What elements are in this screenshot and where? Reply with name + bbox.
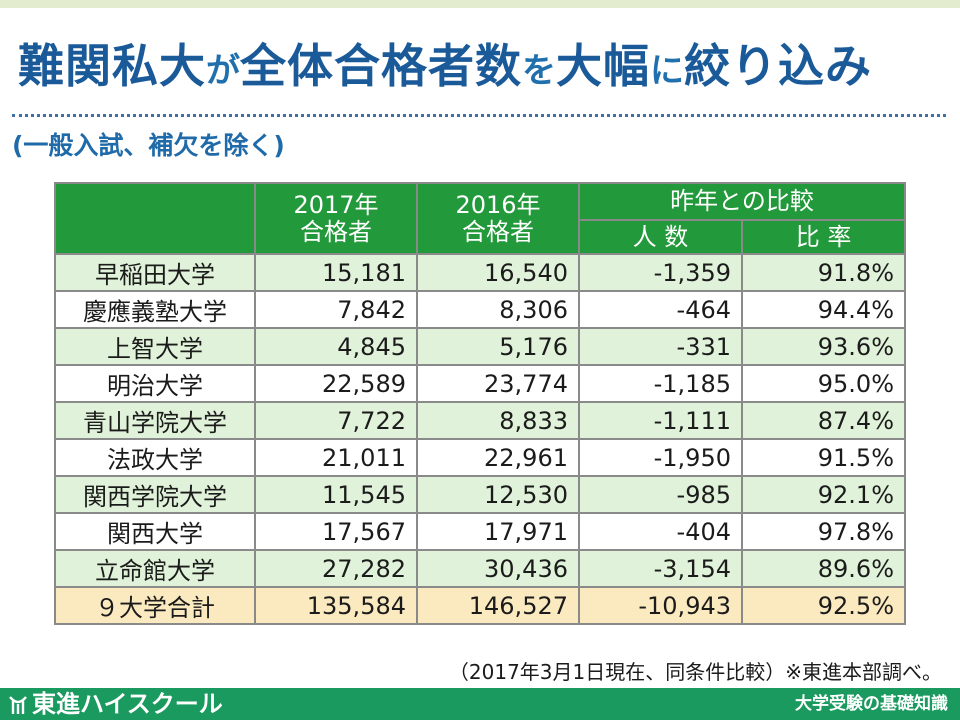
university-name: 早稲田大学 bbox=[54, 253, 256, 292]
title-part: を bbox=[522, 51, 556, 91]
ratio: 91.5% bbox=[740, 438, 907, 477]
diff-count: -985 bbox=[578, 475, 743, 514]
page-title: 難関私大が全体合格者数を大幅に絞り込み bbox=[18, 30, 948, 110]
total-diff: -10,943 bbox=[578, 586, 743, 625]
series-title: 大学受験の基礎知識 bbox=[795, 694, 948, 714]
total-row: ９大学合計 135,584 146,527 -10,943 92.5% bbox=[54, 586, 907, 625]
university-name: 関西学院大学 bbox=[54, 475, 256, 514]
total-label: ９大学合計 bbox=[54, 586, 256, 625]
footer-bar: 東進ハイスクール 大学受験の基礎知識 bbox=[0, 688, 960, 720]
passers-2017: 7,722 bbox=[254, 401, 418, 440]
passers-2016: 23,774 bbox=[416, 364, 580, 403]
header-blank bbox=[54, 182, 256, 255]
table-row: 立命館大学 27,282 30,436 -3,154 89.6% bbox=[54, 549, 907, 588]
diff-count: -1,950 bbox=[578, 438, 743, 477]
diff-count: -1,111 bbox=[578, 401, 743, 440]
university-name: 青山学院大学 bbox=[54, 401, 256, 440]
passers-2016: 8,833 bbox=[416, 401, 580, 440]
table-row: 関西学院大学 11,545 12,530 -985 92.1% bbox=[54, 475, 907, 514]
title-part: が bbox=[206, 51, 240, 91]
title-part: 難関私大 bbox=[18, 39, 206, 93]
university-name: 立命館大学 bbox=[54, 549, 256, 588]
source-footnote: （2017年3月1日現在、同条件比較）※東進本部調べ。 bbox=[448, 660, 942, 684]
header-ratio: 比 率 bbox=[740, 219, 907, 255]
header-diff: 人 数 bbox=[578, 219, 743, 255]
header-2017: 2017年 合格者 bbox=[254, 182, 418, 255]
subtitle: (一般入試、補欠を除く) bbox=[12, 131, 285, 160]
top-band bbox=[0, 0, 960, 8]
title-part: 絞り込み bbox=[684, 39, 872, 93]
header-compare: 昨年との比較 bbox=[577, 182, 907, 221]
diff-count: -404 bbox=[578, 512, 743, 551]
ratio: 89.6% bbox=[740, 549, 907, 588]
passers-2017: 15,181 bbox=[254, 253, 418, 292]
ratio: 91.8% bbox=[740, 253, 907, 292]
passers-2017: 22,589 bbox=[254, 364, 418, 403]
header-2016-year: 2016年 bbox=[455, 190, 541, 219]
table-row: 法政大学 21,011 22,961 -1,950 91.5% bbox=[54, 438, 907, 477]
diff-count: -331 bbox=[578, 327, 743, 366]
university-name: 法政大学 bbox=[54, 438, 256, 477]
ratio: 97.8% bbox=[740, 512, 907, 551]
header-2017-year: 2017年 bbox=[293, 190, 379, 219]
brand-name: 東進ハイスクール bbox=[32, 690, 223, 718]
passers-2017: 17,567 bbox=[254, 512, 418, 551]
header-2016: 2016年 合格者 bbox=[416, 182, 580, 255]
results-table: 2017年 合格者 2016年 合格者 昨年との比較 人 数 比 率 早稲田大学… bbox=[54, 182, 907, 625]
ratio: 93.6% bbox=[740, 327, 907, 366]
table-row: 慶應義塾大学 7,842 8,306 -464 94.4% bbox=[54, 290, 907, 329]
university-name: 慶應義塾大学 bbox=[54, 290, 256, 329]
ratio: 92.1% bbox=[740, 475, 907, 514]
passers-2016: 8,306 bbox=[416, 290, 580, 329]
table-row: 明治大学 22,589 23,774 -1,185 95.0% bbox=[54, 364, 907, 403]
university-name: 上智大学 bbox=[54, 327, 256, 366]
title-divider bbox=[12, 114, 946, 117]
passers-2017: 4,845 bbox=[254, 327, 418, 366]
passers-2017: 11,545 bbox=[254, 475, 418, 514]
passers-2017: 7,842 bbox=[254, 290, 418, 329]
title-part: 全体合格者数 bbox=[240, 39, 522, 93]
header-2016-label: 合格者 bbox=[462, 217, 534, 246]
passers-2016: 5,176 bbox=[416, 327, 580, 366]
ratio: 87.4% bbox=[740, 401, 907, 440]
passers-2016: 22,961 bbox=[416, 438, 580, 477]
table-row: 青山学院大学 7,722 8,833 -1,111 87.4% bbox=[54, 401, 907, 440]
passers-2016: 12,530 bbox=[416, 475, 580, 514]
total-ratio: 92.5% bbox=[740, 586, 907, 625]
diff-count: -1,359 bbox=[578, 253, 743, 292]
passers-2017: 21,011 bbox=[254, 438, 418, 477]
ratio: 95.0% bbox=[740, 364, 907, 403]
total-2017: 135,584 bbox=[254, 586, 418, 625]
passers-2016: 30,436 bbox=[416, 549, 580, 588]
table-row: 上智大学 4,845 5,176 -331 93.6% bbox=[54, 327, 907, 366]
title-part: に bbox=[650, 51, 684, 91]
diff-count: -1,185 bbox=[578, 364, 743, 403]
brand-mark-icon bbox=[9, 696, 27, 714]
ratio: 94.4% bbox=[740, 290, 907, 329]
passers-2017: 27,282 bbox=[254, 549, 418, 588]
diff-count: -464 bbox=[578, 290, 743, 329]
table-row: 早稲田大学 15,181 16,540 -1,359 91.8% bbox=[54, 253, 907, 292]
table-row: 関西大学 17,567 17,971 -404 97.8% bbox=[54, 512, 907, 551]
university-name: 関西大学 bbox=[54, 512, 256, 551]
brand-logo: 東進ハイスクール bbox=[8, 688, 223, 720]
university-name: 明治大学 bbox=[54, 364, 256, 403]
passers-2016: 16,540 bbox=[416, 253, 580, 292]
total-2016: 146,527 bbox=[416, 586, 580, 625]
header-2017-label: 合格者 bbox=[300, 217, 372, 246]
diff-count: -3,154 bbox=[578, 549, 743, 588]
title-part: 大幅 bbox=[556, 39, 650, 93]
passers-2016: 17,971 bbox=[416, 512, 580, 551]
